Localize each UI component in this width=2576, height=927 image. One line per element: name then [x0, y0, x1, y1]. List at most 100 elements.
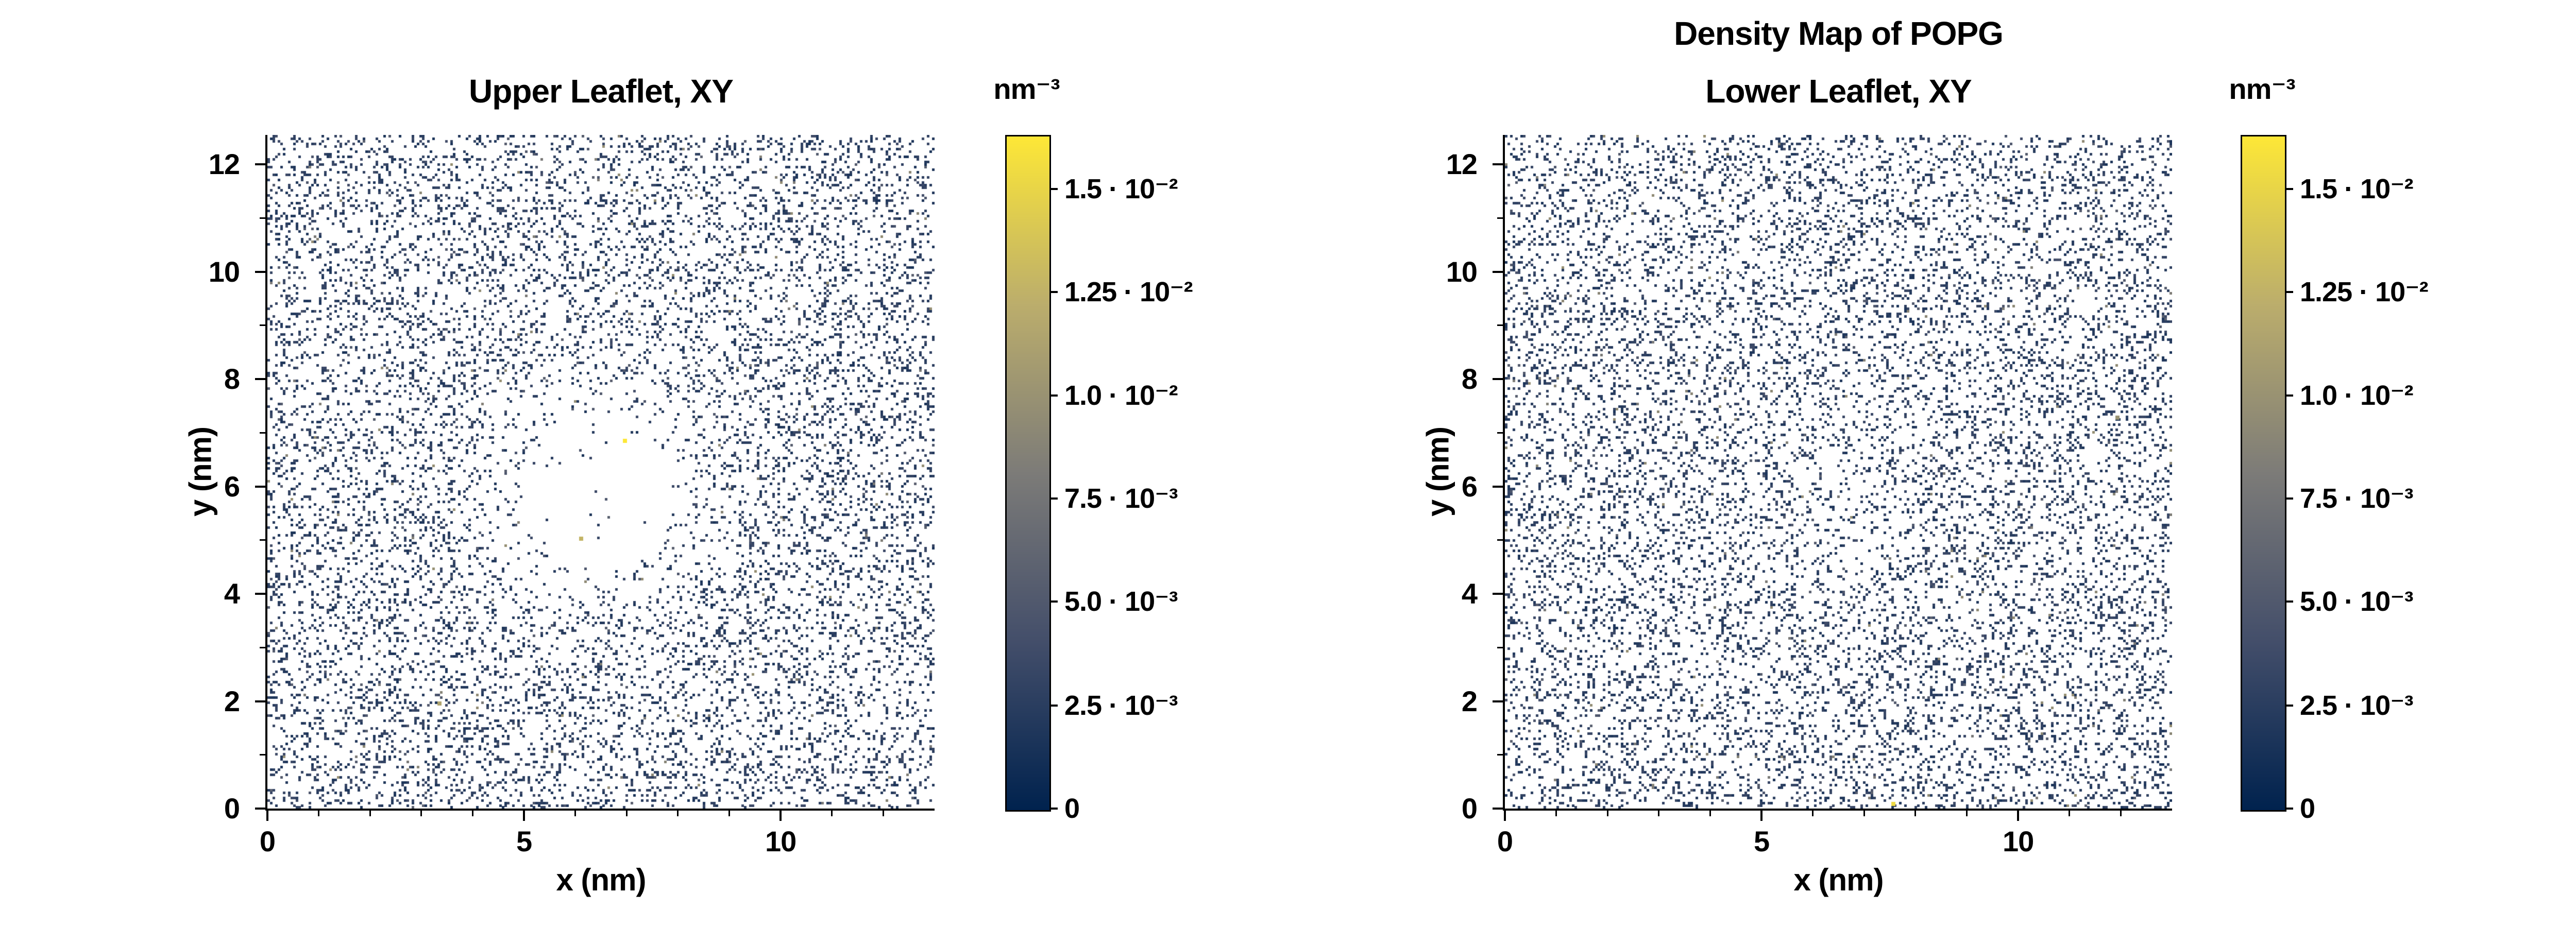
colorbar-tick: [2285, 704, 2293, 707]
colorbar-tick: [1049, 808, 1058, 810]
colorbar-tick-label: 7.5 · 10⁻³: [1064, 483, 1178, 514]
colorbar-tick: [2285, 187, 2293, 190]
x-major-tick: [1504, 811, 1506, 821]
y-major-tick: [1493, 270, 1503, 273]
x-tick-label: 0: [1497, 825, 1513, 857]
y-tick-label: 0: [1461, 792, 1478, 825]
colorbar-unit-label: nm⁻³: [2229, 73, 2295, 105]
x-major-tick: [2017, 811, 2020, 821]
colorbar-tick: [1049, 704, 1058, 707]
y-major-tick: [1493, 485, 1503, 488]
y-tick-label: 10: [1446, 255, 1478, 288]
x-axis-label: x (nm): [556, 863, 647, 897]
y-minor-tick: [260, 432, 265, 434]
colorbar-tick-label: 2.5 · 10⁻³: [1064, 690, 1178, 721]
panel-title: Upper Leaflet, XY: [469, 73, 734, 110]
x-minor-tick: [1812, 811, 1814, 816]
x-major-tick: [523, 811, 526, 821]
x-major-tick: [779, 811, 782, 821]
y-major-tick: [255, 700, 265, 702]
y-tick-label: 2: [224, 684, 240, 717]
x-minor-tick: [1966, 811, 1968, 816]
colorbar-tick: [2285, 497, 2293, 500]
colorbar-tick-label: 1.5 · 10⁻²: [2300, 173, 2414, 204]
y-major-tick: [255, 485, 265, 488]
y-minor-tick: [260, 754, 265, 756]
x-minor-tick: [2069, 811, 2071, 816]
y-tick-label: 8: [1461, 363, 1478, 396]
y-minor-tick: [1497, 217, 1503, 219]
colorbar-tick: [2285, 808, 2293, 810]
x-tick-label: 0: [259, 825, 276, 857]
y-tick-label: 0: [224, 792, 240, 825]
x-major-tick: [266, 811, 268, 821]
x-axis-line: [1503, 809, 2172, 811]
colorbar-tick: [1049, 187, 1058, 190]
x-minor-tick: [420, 811, 422, 816]
x-axis-label: x (nm): [1793, 863, 1884, 897]
colorbar-tick-label: 2.5 · 10⁻³: [2300, 690, 2414, 721]
colorbar-tick-label: 1.0 · 10⁻²: [2300, 380, 2414, 411]
x-minor-tick: [677, 811, 679, 816]
y-major-tick: [255, 270, 265, 273]
y-major-tick: [1493, 700, 1503, 702]
x-minor-tick: [318, 811, 320, 816]
y-axis-label: y (nm): [1420, 427, 1455, 517]
colorbar-unit-label: nm⁻³: [993, 73, 1060, 105]
colorbar-tick-label: 5.0 · 10⁻³: [1064, 586, 1178, 617]
colorbar-tick-label: 1.5 · 10⁻²: [1064, 173, 1178, 204]
y-minor-tick: [260, 324, 265, 327]
y-major-tick: [255, 593, 265, 595]
x-minor-tick: [882, 811, 884, 816]
y-minor-tick: [1497, 754, 1503, 756]
x-minor-tick: [728, 811, 731, 816]
y-major-tick: [255, 163, 265, 166]
y-minor-tick: [1497, 324, 1503, 327]
y-tick-label: 4: [1461, 577, 1478, 610]
colorbar: [1005, 135, 1051, 812]
y-tick-label: 6: [224, 470, 240, 503]
x-tick-label: 5: [516, 825, 532, 857]
y-minor-tick: [1497, 646, 1503, 648]
y-minor-tick: [260, 646, 265, 648]
colorbar-tick-label: 1.25 · 10⁻²: [1064, 276, 1193, 307]
colorbar-tick-label: 1.25 · 10⁻²: [2300, 276, 2429, 307]
x-minor-tick: [831, 811, 833, 816]
figure-suptitle: Density Map of POPG: [1674, 15, 2004, 52]
colorbar-tick-label: 5.0 · 10⁻³: [2300, 586, 2414, 617]
x-minor-tick: [1863, 811, 1865, 816]
x-minor-tick: [471, 811, 473, 816]
colorbar-tick-label: 0: [1064, 793, 1080, 824]
x-minor-tick: [1555, 811, 1557, 816]
y-minor-tick: [260, 217, 265, 219]
colorbar-tick: [2285, 290, 2293, 293]
y-tick-label: 10: [208, 255, 240, 288]
colorbar-tick: [1049, 290, 1058, 293]
colorbar-tick: [1049, 394, 1058, 397]
y-major-tick: [1493, 808, 1503, 810]
colorbar: [2241, 135, 2286, 812]
x-minor-tick: [1709, 811, 1711, 816]
y-minor-tick: [1497, 432, 1503, 434]
y-axis-line: [1503, 135, 1505, 811]
y-axis-line: [265, 135, 267, 811]
y-tick-label: 12: [1446, 148, 1478, 181]
colorbar-tick-label: 0: [2300, 793, 2315, 824]
y-tick-label: 8: [224, 363, 240, 396]
y-tick-label: 4: [224, 577, 240, 610]
panel-title: Lower Leaflet, XY: [1705, 73, 1972, 110]
y-major-tick: [1493, 378, 1503, 381]
x-minor-tick: [574, 811, 577, 816]
x-minor-tick: [2120, 811, 2122, 816]
